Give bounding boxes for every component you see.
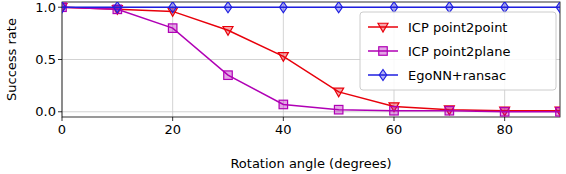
point xyxy=(334,88,344,97)
tick-label: 0 xyxy=(58,122,66,137)
series-line xyxy=(62,7,560,111)
legend-marker xyxy=(379,70,387,81)
series-line xyxy=(62,7,560,112)
point xyxy=(169,2,177,13)
y-axis-label: Success rate xyxy=(4,18,19,101)
point xyxy=(555,107,560,116)
point xyxy=(278,53,288,62)
point xyxy=(390,2,398,13)
point xyxy=(501,2,509,13)
tick xyxy=(58,111,62,112)
tick-label: 20 xyxy=(164,122,181,137)
tick xyxy=(58,59,62,60)
point xyxy=(500,108,509,117)
tick xyxy=(58,7,62,8)
point xyxy=(444,106,454,115)
point xyxy=(114,2,122,13)
point xyxy=(390,106,399,115)
point xyxy=(334,105,343,114)
point xyxy=(500,107,510,116)
grid-line xyxy=(62,7,560,8)
point xyxy=(224,2,232,13)
legend-marker xyxy=(379,47,388,56)
chart: 0 20 40 60 80 0.0 0.5 1.0 Rotation angle (degree… xyxy=(0,0,566,174)
data-layer xyxy=(62,2,560,116)
tick xyxy=(62,117,63,121)
legend-label: ICP point2plane xyxy=(408,44,510,59)
tick-label: 60 xyxy=(386,122,403,137)
point xyxy=(280,2,288,13)
tick xyxy=(394,117,395,121)
tick-label: 1.0 xyxy=(35,0,56,15)
tick-label: 40 xyxy=(275,122,292,137)
point xyxy=(446,2,454,13)
point xyxy=(445,106,454,115)
tick xyxy=(172,117,173,121)
point xyxy=(224,71,233,80)
point xyxy=(62,2,66,13)
x-axis-label: Rotation angle (degrees) xyxy=(230,156,391,171)
tick xyxy=(283,117,284,121)
point xyxy=(556,108,560,117)
tick-label: 0.5 xyxy=(35,52,56,67)
legend-label: EgoNN+ransac xyxy=(408,68,506,83)
plot-frame xyxy=(62,2,560,117)
point xyxy=(556,2,560,13)
point xyxy=(168,24,177,33)
series-line xyxy=(62,6,560,8)
point xyxy=(279,100,288,109)
point xyxy=(335,2,343,13)
legend: ICP point2point ICP point2plane EgoNN+rans… xyxy=(360,12,556,90)
legend-label: ICP point2point xyxy=(408,20,507,35)
tick xyxy=(504,117,505,121)
legend-marker xyxy=(378,23,388,32)
tick-label: 0.0 xyxy=(35,104,56,119)
tick-label: 80 xyxy=(496,122,513,137)
point xyxy=(223,26,233,35)
legend-box xyxy=(360,12,556,90)
